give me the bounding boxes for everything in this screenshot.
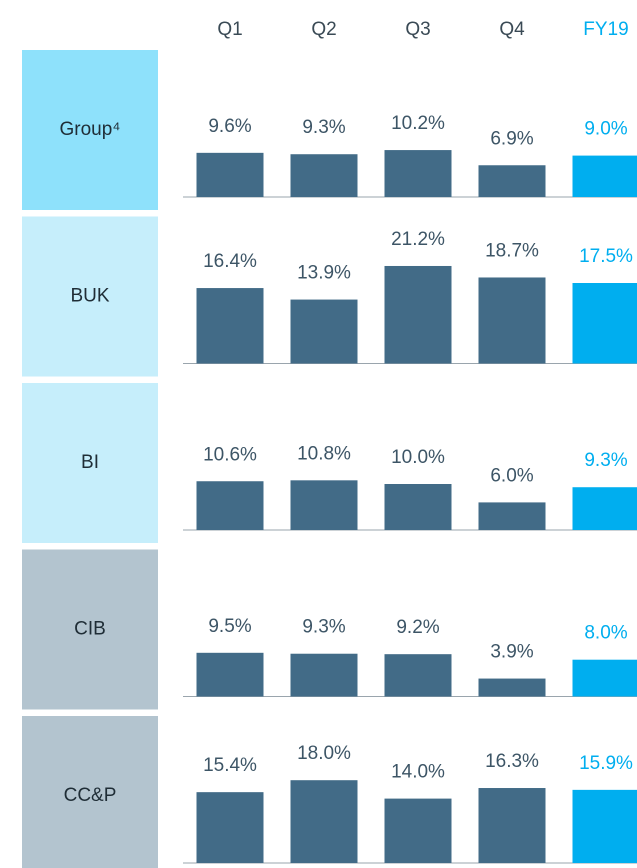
bar [290,480,358,530]
bar [572,155,637,197]
bar [384,484,452,530]
column-header: FY19 [583,19,628,40]
column-header: Q2 [311,19,336,40]
bar [478,165,546,197]
value-label: 10.8% [297,443,351,464]
bar [572,659,637,697]
bar [478,788,546,863]
column-header: Q3 [405,19,430,40]
bar [290,780,358,863]
bar [290,154,358,197]
bar [478,277,546,364]
bar [196,652,264,697]
column-header: Q1 [217,19,242,40]
value-label: 10.0% [391,447,445,468]
row-label: BI [81,452,99,473]
value-label: 16.4% [203,251,257,272]
value-label: 10.2% [391,113,445,134]
bar [384,654,452,697]
value-label: 9.2% [396,617,439,638]
value-label: 9.3% [302,117,345,138]
value-label: 18.7% [485,240,539,261]
bar [478,502,546,530]
bar [290,653,358,697]
value-label: 10.6% [203,444,257,465]
bar [290,299,358,364]
row-label-box [22,216,158,377]
value-label: 18.0% [297,743,351,764]
value-label: 9.3% [302,617,345,638]
bar [384,150,452,197]
bar [572,283,637,364]
row-label-box [22,549,158,710]
bar [384,265,452,364]
value-label: 14.0% [391,762,445,783]
column-header: Q4 [499,19,525,40]
row-label-box [22,716,158,868]
value-label: 9.0% [584,119,627,140]
row-label: Group⁴ [60,119,121,140]
value-label: 16.3% [485,751,539,772]
bar [196,288,264,364]
value-label: 13.9% [297,263,351,284]
bar [384,798,452,863]
bar [572,487,637,530]
value-label: 9.3% [584,450,627,471]
row-label: CC&P [64,785,117,806]
value-label: 21.2% [391,229,445,250]
row-label-box [22,383,158,543]
bar [572,789,637,863]
value-label: 6.9% [490,128,533,149]
row-label: BUK [70,286,109,307]
value-label: 9.6% [208,116,251,137]
bar [196,152,264,197]
value-label: 8.0% [584,623,627,644]
value-label: 17.5% [579,246,633,267]
value-label: 3.9% [490,642,533,663]
value-label: 15.4% [203,755,257,776]
bar [196,481,264,530]
value-label: 9.5% [208,616,251,637]
bar [196,792,264,863]
row-label: CIB [74,619,106,640]
value-label: 15.9% [579,753,633,774]
row-label-box [22,50,158,210]
value-label: 6.0% [490,465,533,486]
bar [478,678,546,697]
